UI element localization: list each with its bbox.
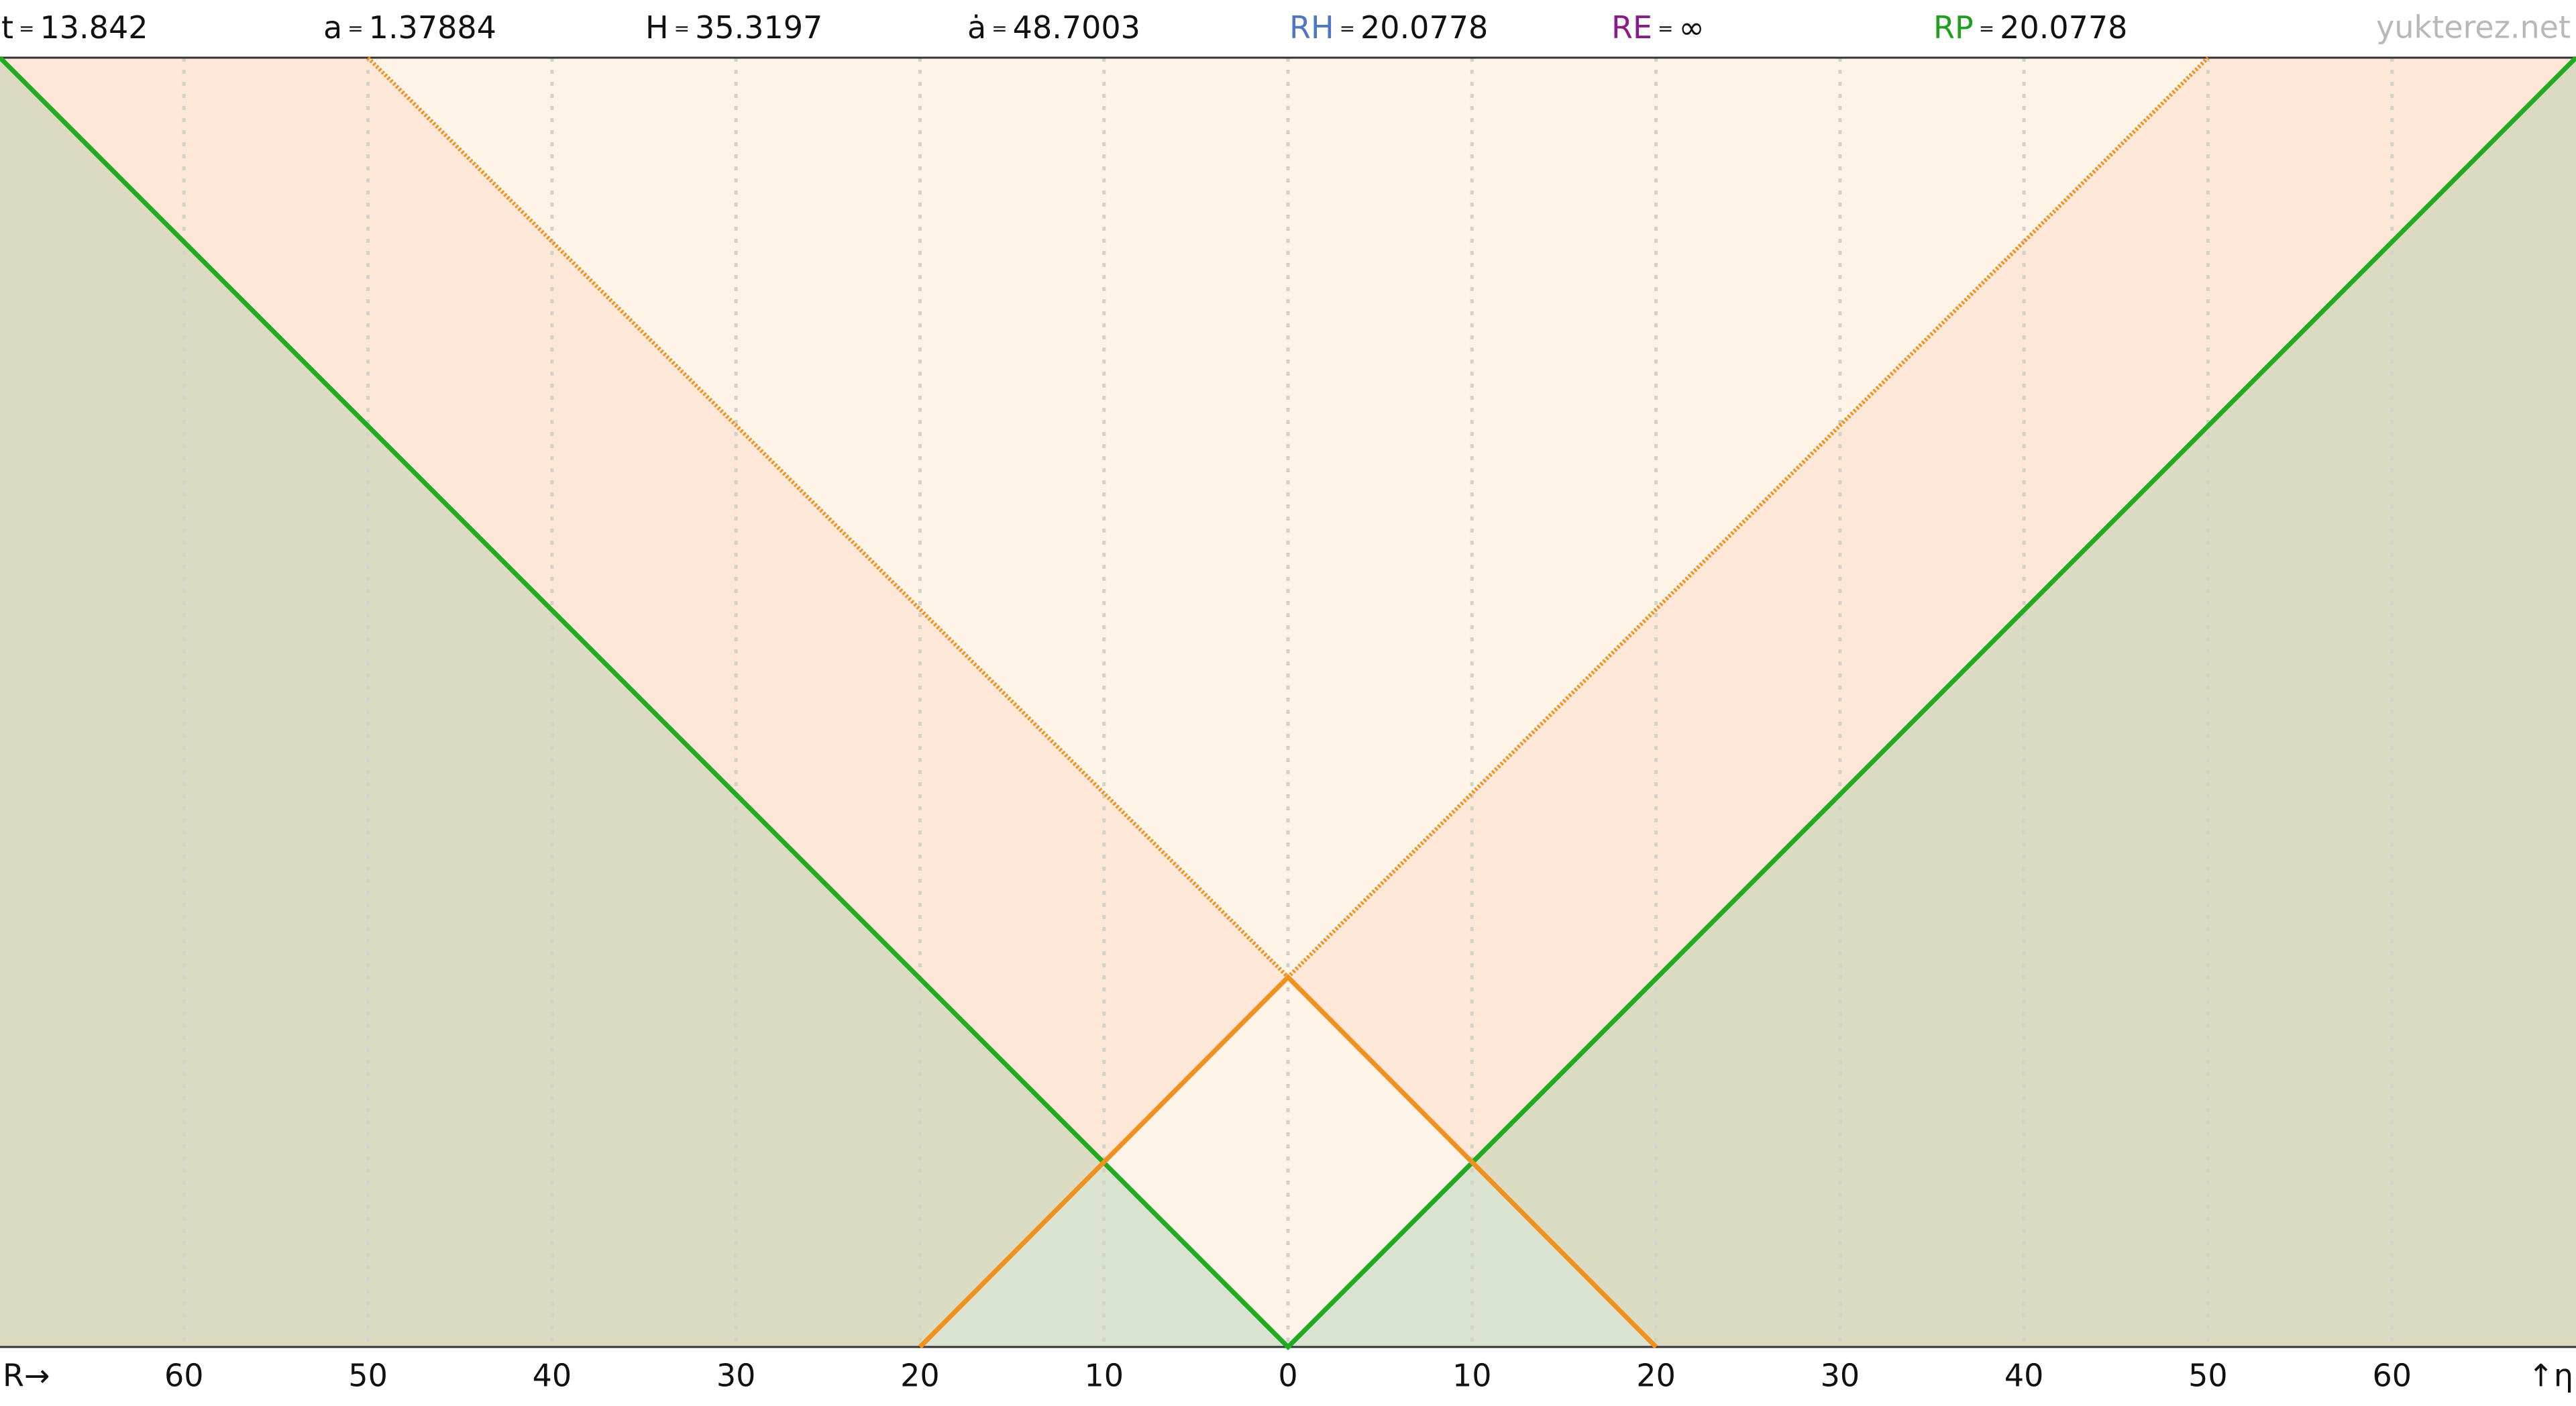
header-sep: = bbox=[991, 17, 1007, 40]
header-value: 20.0778 bbox=[1360, 9, 1488, 46]
header-sep: = bbox=[674, 17, 690, 40]
header-item: H = 35.3197 bbox=[645, 9, 822, 46]
region bbox=[0, 58, 1288, 1162]
series-line bbox=[366, 56, 2210, 980]
header-label: RP bbox=[1933, 9, 1974, 46]
header-sep: = bbox=[1979, 17, 1994, 40]
header-value: 20.0778 bbox=[2000, 9, 2127, 46]
site-label: yukterez.net bbox=[2376, 9, 2571, 46]
header-label: a bbox=[323, 9, 342, 46]
header-sep: = bbox=[1658, 17, 1673, 40]
x-tick-label: 0 bbox=[1278, 1358, 1297, 1394]
x-tick-label: 20 bbox=[900, 1358, 940, 1394]
x-tick-label: 60 bbox=[164, 1358, 204, 1394]
x-tick-label: 50 bbox=[348, 1358, 388, 1394]
region bbox=[1472, 58, 2576, 1347]
regions bbox=[0, 58, 2576, 1347]
header-item: a = 1.37884 bbox=[323, 9, 496, 46]
header-sep: = bbox=[19, 17, 34, 40]
series-line bbox=[0, 56, 2576, 1350]
labels: t = 13.842 a = 1.37884 H = 35.3197 ȧ = 48.7003 RH = 20… bbox=[1, 9, 2412, 1394]
header-sep: = bbox=[347, 17, 363, 40]
header-label: RH bbox=[1289, 9, 1334, 46]
header-label: ȧ bbox=[967, 9, 986, 46]
x-tick-label: 50 bbox=[2188, 1358, 2228, 1394]
x-tick-label: 60 bbox=[2372, 1358, 2412, 1394]
header-value: 1.37884 bbox=[369, 9, 496, 46]
header-value: 13.842 bbox=[40, 9, 148, 46]
x-axis-label: R→ bbox=[3, 1358, 50, 1394]
header-value: ∞ bbox=[1679, 9, 1705, 46]
header-item: t = 13.842 bbox=[1, 9, 148, 46]
x-tick-label: 30 bbox=[716, 1358, 756, 1394]
header-sep: = bbox=[1340, 17, 1355, 40]
header-value: 48.7003 bbox=[1013, 9, 1140, 46]
x-tick-label: 40 bbox=[2004, 1358, 2044, 1394]
lines bbox=[0, 56, 2576, 1350]
region bbox=[0, 58, 1104, 1347]
header-item: ȧ = 48.7003 bbox=[967, 9, 1140, 46]
region bbox=[1288, 58, 2576, 1162]
y-axis-label: ↑η bbox=[2528, 1358, 2573, 1394]
header-label: t bbox=[1, 9, 13, 46]
header-item: RP = 20.0778 bbox=[1933, 9, 2127, 46]
x-tick-label: 10 bbox=[1452, 1358, 1492, 1394]
header-label: H bbox=[645, 9, 669, 46]
x-tick-label: 40 bbox=[533, 1358, 572, 1394]
x-tick-label: 30 bbox=[1821, 1358, 1860, 1394]
x-tick-label: 20 bbox=[1636, 1358, 1676, 1394]
header-label: RE bbox=[1611, 9, 1652, 46]
x-tick-label: 10 bbox=[1084, 1358, 1124, 1394]
header-item: RH = 20.0778 bbox=[1289, 9, 1488, 46]
header-value: 35.3197 bbox=[695, 9, 822, 46]
header-item: RE = ∞ bbox=[1611, 9, 1705, 46]
